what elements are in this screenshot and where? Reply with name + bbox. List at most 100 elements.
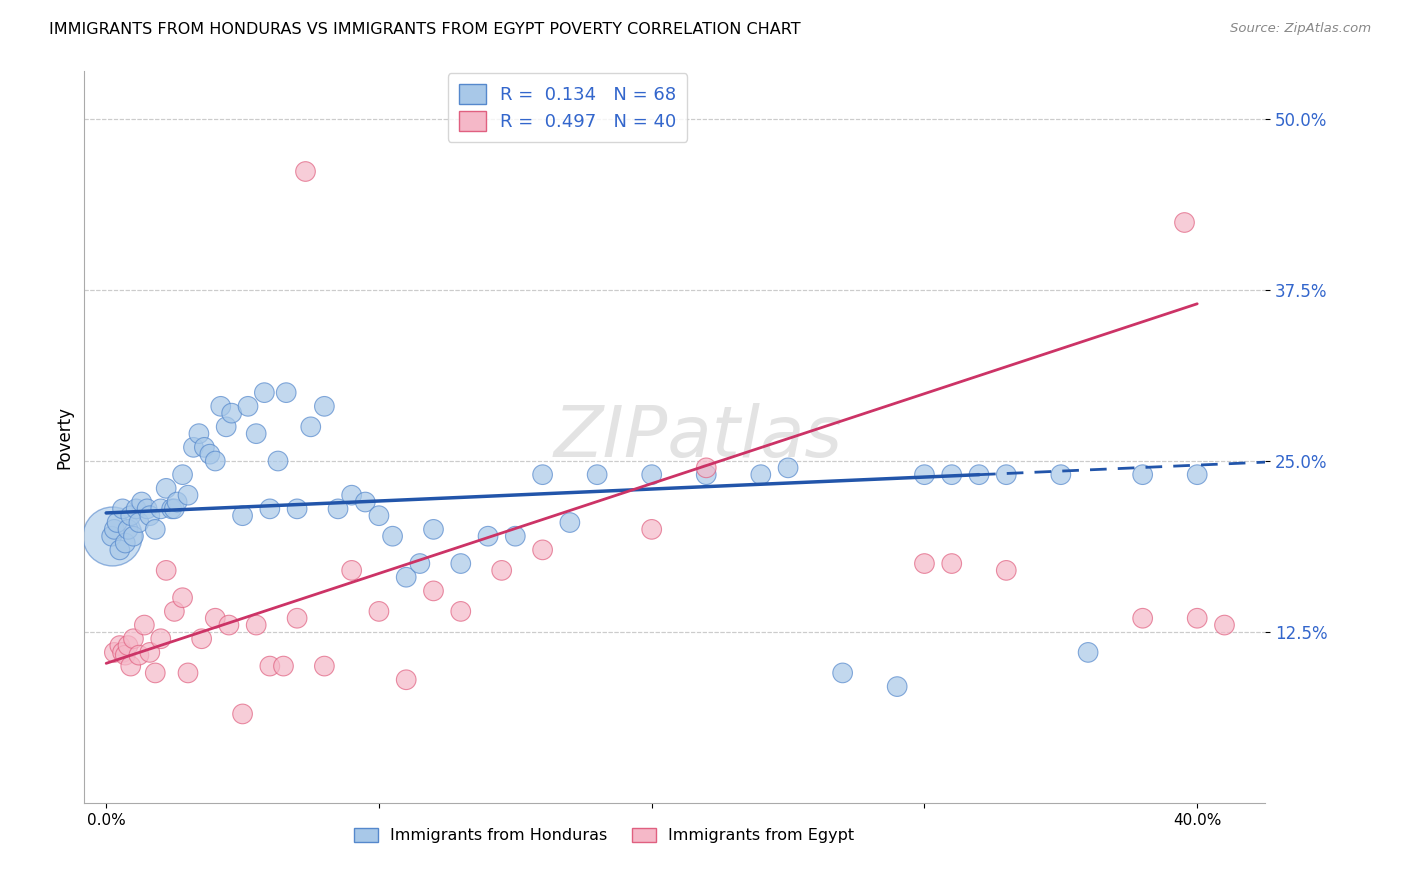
Point <box>273 659 295 673</box>
Point <box>177 488 200 502</box>
Point <box>1213 618 1236 632</box>
Point <box>232 508 254 523</box>
Point <box>368 604 391 618</box>
Point <box>368 508 391 523</box>
Point <box>143 665 166 680</box>
Point <box>114 648 136 662</box>
Point <box>163 501 186 516</box>
Point <box>314 659 336 673</box>
Text: IMMIGRANTS FROM HONDURAS VS IMMIGRANTS FROM EGYPT POVERTY CORRELATION CHART: IMMIGRANTS FROM HONDURAS VS IMMIGRANTS F… <box>49 22 801 37</box>
Point <box>105 516 128 530</box>
Point <box>749 467 772 482</box>
Point <box>190 632 212 646</box>
Point <box>204 454 226 468</box>
Point <box>1132 467 1154 482</box>
Point <box>160 501 183 516</box>
Point <box>395 570 418 584</box>
Point <box>450 604 472 618</box>
Legend: Immigrants from Honduras, Immigrants from Egypt: Immigrants from Honduras, Immigrants fro… <box>347 822 860 850</box>
Point <box>505 529 527 543</box>
Point <box>103 522 125 536</box>
Point <box>221 406 243 420</box>
Y-axis label: Poverty: Poverty <box>55 406 73 468</box>
Point <box>204 611 226 625</box>
Point <box>218 618 240 632</box>
Point <box>117 522 139 536</box>
Point <box>267 454 290 468</box>
Point <box>253 385 276 400</box>
Point <box>831 665 853 680</box>
Point <box>111 645 134 659</box>
Point <box>100 529 122 543</box>
Point <box>125 501 148 516</box>
Point <box>245 426 267 441</box>
Point <box>1173 215 1195 229</box>
Point <box>285 501 308 516</box>
Point <box>395 673 418 687</box>
Point <box>172 467 194 482</box>
Point <box>422 522 444 536</box>
Point <box>477 529 499 543</box>
Point <box>422 583 444 598</box>
Point <box>1187 467 1209 482</box>
Point <box>139 508 162 523</box>
Point <box>354 495 377 509</box>
Point <box>209 400 232 414</box>
Point <box>340 488 363 502</box>
Text: ZIPatlas: ZIPatlas <box>554 402 844 472</box>
Point <box>294 164 316 178</box>
Point <box>1187 611 1209 625</box>
Point <box>695 467 717 482</box>
Point <box>128 648 150 662</box>
Point <box>695 460 717 475</box>
Point <box>491 563 513 577</box>
Point <box>155 481 177 495</box>
Point <box>641 522 664 536</box>
Point <box>166 495 188 509</box>
Point <box>128 516 150 530</box>
Point <box>245 618 267 632</box>
Point <box>187 426 209 441</box>
Point <box>340 563 363 577</box>
Point <box>1050 467 1073 482</box>
Point <box>122 632 145 646</box>
Point <box>193 440 215 454</box>
Point <box>276 385 298 400</box>
Point <box>259 501 281 516</box>
Point <box>586 467 609 482</box>
Point <box>139 645 162 659</box>
Point <box>778 460 800 475</box>
Point <box>136 501 159 516</box>
Point <box>995 563 1018 577</box>
Point <box>134 618 156 632</box>
Point <box>155 563 177 577</box>
Point <box>381 529 404 543</box>
Point <box>198 447 221 461</box>
Point <box>149 632 172 646</box>
Point <box>108 542 131 557</box>
Point <box>111 501 134 516</box>
Point <box>914 467 936 482</box>
Point <box>641 467 664 482</box>
Point <box>259 659 281 673</box>
Point <box>143 522 166 536</box>
Point <box>1077 645 1099 659</box>
Point <box>100 529 122 543</box>
Point <box>967 467 990 482</box>
Point <box>1132 611 1154 625</box>
Point <box>131 495 153 509</box>
Point <box>941 557 963 571</box>
Point <box>326 501 349 516</box>
Point <box>531 467 554 482</box>
Point <box>163 604 186 618</box>
Point <box>122 529 145 543</box>
Point <box>177 665 200 680</box>
Point <box>886 680 908 694</box>
Point <box>114 536 136 550</box>
Point <box>450 557 472 571</box>
Point <box>409 557 432 571</box>
Point <box>299 420 322 434</box>
Point <box>103 645 125 659</box>
Point <box>236 400 259 414</box>
Point <box>995 467 1018 482</box>
